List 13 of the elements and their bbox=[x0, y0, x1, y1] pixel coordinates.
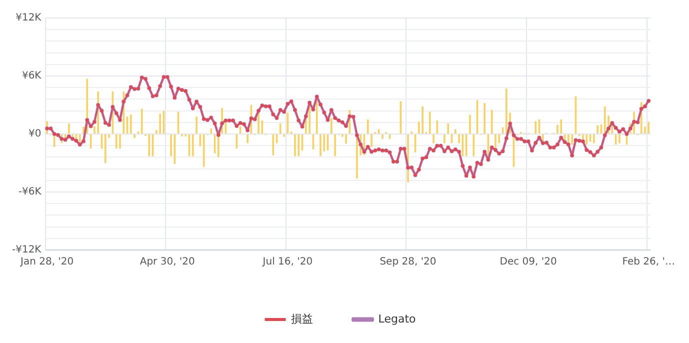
x-tick-label: Sep 28, '20 bbox=[380, 256, 436, 268]
x-tick-label: Feb 26, '… bbox=[622, 256, 675, 268]
x-tick-label: Jul 16, '20 bbox=[262, 256, 313, 268]
y-tick-label: ¥12K bbox=[16, 12, 42, 24]
x-tick-label: Dec 09, '20 bbox=[500, 256, 557, 268]
y-tick-label: ¥6K bbox=[22, 70, 42, 82]
x-tick-label: Apr 30, '20 bbox=[140, 256, 195, 268]
x-tick-label: Jan 28, '20 bbox=[20, 256, 74, 268]
y-tick-label: -¥6K bbox=[18, 186, 42, 198]
y-tick-label: ¥0 bbox=[28, 128, 42, 140]
legend-label: 損益 bbox=[290, 312, 313, 326]
legend-label: Legato bbox=[378, 312, 416, 326]
y-tick-label: -¥12K bbox=[12, 244, 42, 256]
